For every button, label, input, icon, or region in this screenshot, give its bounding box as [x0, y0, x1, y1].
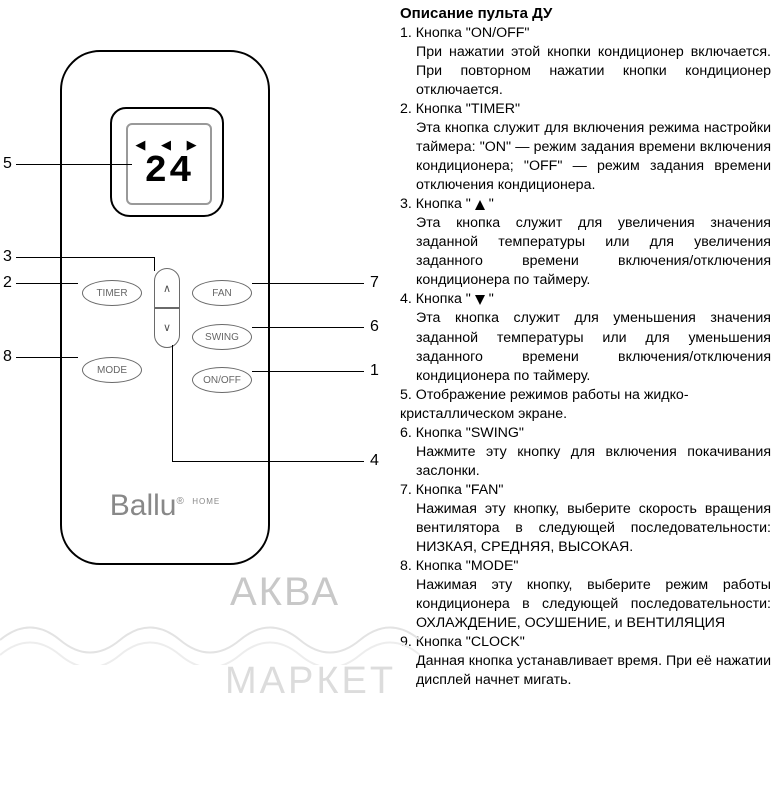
item-number: 6. — [400, 425, 416, 441]
item-number: 2. — [400, 101, 416, 117]
item-body: При нажатии этой кнопки кондиционер вклю… — [416, 43, 771, 100]
line-8 — [16, 357, 78, 358]
item-number: 9. — [400, 634, 416, 650]
item-body: Нажимая эту кнопку, выберите режим ра­бо… — [416, 576, 771, 633]
down-triangle-icon — [475, 295, 485, 305]
description-panel: Описание пульта ДУ 1. Кнопка "ON/OFF" При… — [400, 0, 781, 799]
item-name: Отображение режимов работы на жидко­крис… — [400, 387, 689, 422]
watermark-market: МАРКЕТ — [225, 660, 396, 703]
up-down-rocker: ∧ ∨ — [154, 268, 180, 348]
onoff-button[interactable]: ON/OFF — [192, 367, 252, 393]
description-item: 1. Кнопка "ON/OFF" При нажатии этой кнопк… — [400, 24, 771, 100]
remote-diagram-panel: ◀ ◀ ▶ 24 TIMER FAN SWING MODE ON/OFF ∧ ∨… — [0, 0, 400, 799]
lcd-frame: ◀ ◀ ▶ 24 — [110, 107, 224, 217]
watermark-aqua: АКВА — [230, 570, 340, 615]
description-list: 1. Кнопка "ON/OFF" При нажатии этой кнопк… — [400, 24, 771, 690]
line-1 — [252, 371, 364, 372]
item-name: Кнопка "TIMER" — [416, 101, 520, 117]
line-7 — [252, 283, 364, 284]
description-item: 4. Кнопка " " Эта кнопка служит для умень… — [400, 290, 771, 385]
item-name: Кнопка "CLOCK" — [416, 634, 525, 650]
lcd-temperature-value: 24 — [144, 153, 194, 191]
item-number: 4. — [400, 291, 416, 307]
item-body: Эта кнопка служит для увеличения значе­н… — [416, 214, 771, 290]
item-body: Нажмите эту кнопку для включения пока­чи… — [416, 443, 771, 481]
down-button[interactable]: ∨ — [155, 309, 179, 347]
brand-text: Ballu — [110, 489, 177, 522]
lcd-screen: ◀ ◀ ▶ 24 — [126, 123, 212, 205]
swing-button[interactable]: SWING — [192, 324, 252, 350]
brand-home-text: HOME — [192, 497, 220, 506]
line-6 — [252, 327, 364, 328]
item-number: 8. — [400, 558, 416, 574]
callout-6: 6 — [370, 318, 379, 336]
description-title: Описание пульта ДУ — [400, 5, 771, 22]
callout-4: 4 — [370, 452, 379, 470]
line-3 — [16, 257, 154, 258]
item-number: 1. — [400, 25, 416, 41]
item-body: Нажимая эту кнопку, выберите скорость вр… — [416, 500, 771, 557]
line-4h — [172, 461, 364, 462]
item-name: Кнопка " " — [416, 196, 494, 212]
description-item: 9. Кнопка "CLOCK" Данная кнопка устанавли… — [400, 633, 771, 690]
description-item: 7. Кнопка "FAN" Нажимая эту кнопку, выбер… — [400, 481, 771, 557]
line-2 — [16, 283, 78, 284]
item-number: 5. — [400, 387, 416, 403]
callout-2: 2 — [3, 274, 12, 292]
item-name: Кнопка "ON/OFF" — [416, 25, 530, 41]
callout-3: 3 — [3, 248, 12, 266]
up-button[interactable]: ∧ — [155, 269, 179, 307]
item-name: Кнопка " " — [416, 291, 494, 307]
item-number: 3. — [400, 196, 416, 212]
description-item: 5. Отображение режимов работы на жидко­к… — [400, 386, 771, 424]
line-5 — [16, 164, 132, 165]
up-triangle-icon — [475, 200, 485, 210]
item-body: Данная кнопка устанавливает время. При е… — [416, 652, 771, 690]
item-name: Кнопка "FAN" — [416, 482, 504, 498]
description-item: 6. Кнопка "SWING" Нажмите эту кнопку для … — [400, 424, 771, 481]
page-container: ◀ ◀ ▶ 24 TIMER FAN SWING MODE ON/OFF ∧ ∨… — [0, 0, 781, 799]
callout-1: 1 — [370, 362, 379, 380]
description-item: 8. Кнопка "MODE" Нажимая эту кнопку, выбе… — [400, 557, 771, 633]
brand-logo: Ballu® HOME — [62, 489, 268, 523]
item-name: Кнопка "MODE" — [416, 558, 519, 574]
callout-8: 8 — [3, 348, 12, 366]
remote-outline: ◀ ◀ ▶ 24 TIMER FAN SWING MODE ON/OFF ∧ ∨… — [60, 50, 270, 565]
item-number: 7. — [400, 482, 416, 498]
callout-7: 7 — [370, 274, 379, 292]
mode-button[interactable]: MODE — [82, 357, 142, 383]
brand-reg: ® — [177, 496, 184, 507]
line-4v — [172, 345, 173, 461]
item-body: Эта кнопка служит для включения режи­ма … — [416, 119, 771, 195]
fan-button[interactable]: FAN — [192, 280, 252, 306]
description-item: 2. Кнопка "TIMER" Эта кнопка служит для в… — [400, 100, 771, 195]
description-item: 3. Кнопка " " Эта кнопка служит для увели… — [400, 195, 771, 290]
line-3v — [154, 257, 155, 271]
wave-decoration — [0, 610, 420, 665]
timer-button[interactable]: TIMER — [82, 280, 142, 306]
callout-5: 5 — [3, 155, 12, 173]
item-name: Кнопка "SWING" — [416, 425, 524, 441]
item-body: Эта кнопка служит для уменьшения значе­н… — [416, 309, 771, 385]
